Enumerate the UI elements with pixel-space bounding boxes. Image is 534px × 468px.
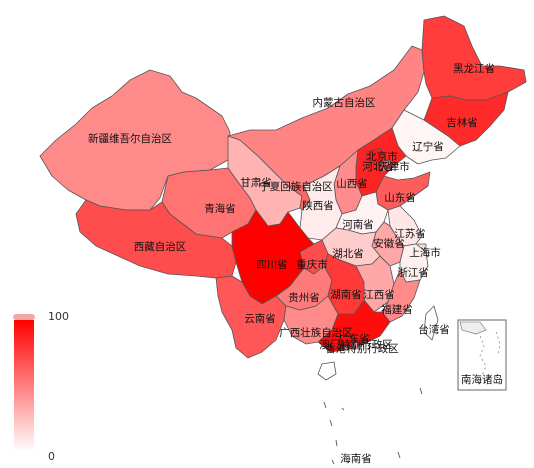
label-hunan: 湖南省 xyxy=(330,288,362,301)
south-china-sea-inset: 南海诸岛 xyxy=(457,319,507,391)
label-anhui: 安徽省 xyxy=(373,237,405,250)
label-shanxi: 山西省 xyxy=(336,177,368,190)
province-heilongjiang[interactable] xyxy=(421,15,527,101)
label-guizhou: 贵州省 xyxy=(288,291,320,304)
province-hongkong[interactable] xyxy=(351,341,359,349)
label-ningxia: 宁夏回族自治区 xyxy=(259,180,333,193)
label-jilin: 吉林省 xyxy=(446,116,478,129)
label-beijing: 北京市 xyxy=(366,150,398,163)
label-zhejiang: 浙江省 xyxy=(397,266,429,279)
label-chongqing: 重庆市 xyxy=(296,258,328,271)
province-macao[interactable] xyxy=(343,345,349,351)
province-taiwan[interactable] xyxy=(423,305,439,341)
label-henan: 河南省 xyxy=(342,218,374,231)
label-gansu: 甘肃省 xyxy=(240,176,272,189)
label-qinghai: 青海省 xyxy=(204,202,236,215)
label-jiangxi: 江西省 xyxy=(363,288,395,301)
label-sichuan: 四川省 xyxy=(256,258,288,271)
label-tianjin: 天津市 xyxy=(378,160,410,173)
visual-map-legend: 100 0 xyxy=(13,310,69,463)
visual-map-bar xyxy=(14,320,34,452)
label-xinjiang: 新疆维吾尔自治区 xyxy=(88,132,172,145)
label-guangxi: 广西壮族自治区 xyxy=(279,326,353,339)
label-yunnan: 云南省 xyxy=(244,312,276,325)
label-fujian: 福建省 xyxy=(381,303,413,316)
province-shapes xyxy=(39,15,527,381)
label-shaanxi: 陕西省 xyxy=(302,199,334,212)
province-labels: 新疆维吾尔自治区 西藏自治区 青海省 甘肃省 内蒙古自治区 黑龙江省 吉林省 辽… xyxy=(88,62,495,465)
province-tianjin[interactable] xyxy=(379,159,393,173)
visual-map-min-label: 0 xyxy=(48,450,55,463)
province-hainan[interactable] xyxy=(317,361,337,381)
province-neimenggu[interactable] xyxy=(227,45,425,187)
inset-label: 南海诸岛 xyxy=(461,373,503,386)
province-beijing[interactable] xyxy=(365,147,387,165)
label-guangdong: 广东省 xyxy=(338,332,370,345)
province-shandong[interactable] xyxy=(375,171,431,211)
province-xizang[interactable] xyxy=(75,199,237,279)
label-shandong: 山东省 xyxy=(384,191,416,204)
label-xizang: 西藏自治区 xyxy=(134,240,187,253)
label-hongkong: 香港特别行政区 xyxy=(325,342,399,355)
visual-map-handle[interactable] xyxy=(13,314,35,320)
label-hubei: 湖北省 xyxy=(332,247,364,260)
label-jiangsu: 江苏省 xyxy=(394,227,426,240)
label-hainan: 海南省 xyxy=(340,452,372,465)
island-dashes xyxy=(323,387,423,465)
visual-map-max-label: 100 xyxy=(48,310,69,323)
label-macao: 澳门特别行政区 xyxy=(319,338,393,351)
label-taiwan: 台湾省 xyxy=(418,323,450,336)
label-hebei: 河北省 xyxy=(362,160,394,173)
province-yunnan[interactable] xyxy=(215,275,287,359)
label-shanghai: 上海市 xyxy=(409,246,441,259)
label-liaoning: 辽宁省 xyxy=(412,140,444,153)
label-neimenggu: 内蒙古自治区 xyxy=(313,96,376,109)
label-heilongjiang: 黑龙江省 xyxy=(453,62,495,75)
